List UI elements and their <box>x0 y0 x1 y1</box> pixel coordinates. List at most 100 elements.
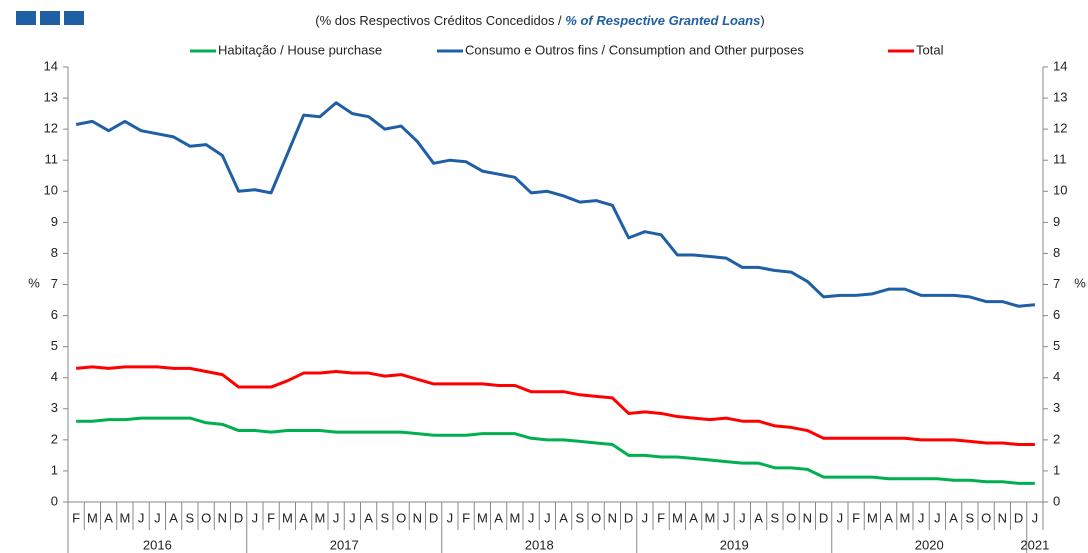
x-tick-label: M <box>314 510 325 525</box>
x-tick-label: A <box>949 510 958 525</box>
y2-tick-label: 8 <box>1053 245 1060 260</box>
x-tick-label: J <box>138 510 145 525</box>
x-tick-label: O <box>981 510 991 525</box>
y-tick-label: 2 <box>51 431 58 446</box>
x-tick-label: N <box>998 510 1007 525</box>
y-tick-label: 14 <box>44 58 58 73</box>
x-tick-label: A <box>104 510 113 525</box>
chart-subtitle: (% dos Respectivos Créditos Concedidos /… <box>315 13 764 28</box>
x-tick-label: M <box>672 510 683 525</box>
x-tick-label: M <box>282 510 293 525</box>
x-group-label: 2016 <box>143 537 172 552</box>
legend-label: Total <box>916 42 944 57</box>
y-tick-label: 9 <box>51 214 58 229</box>
y2-tick-label: 10 <box>1053 183 1067 198</box>
x-tick-label: A <box>884 510 893 525</box>
x-tick-label: O <box>201 510 211 525</box>
x-tick-label: O <box>786 510 796 525</box>
x-tick-label: J <box>918 510 925 525</box>
x-tick-label: A <box>754 510 763 525</box>
x-tick-label: M <box>867 510 878 525</box>
y2-tick-label: 1 <box>1053 462 1060 477</box>
x-tick-label: S <box>186 510 195 525</box>
x-tick-label: J <box>723 510 730 525</box>
x-tick-label: S <box>966 510 975 525</box>
x-tick-label: S <box>771 510 780 525</box>
y-tick-label: 13 <box>44 90 58 105</box>
x-tick-label: J <box>934 510 941 525</box>
y-tick-label: 3 <box>51 400 58 415</box>
y2-axis-label: % <box>1074 275 1086 290</box>
legend-label: Consumo e Outros fins / Consumption and … <box>465 42 804 57</box>
y2-tick-label: 14 <box>1053 58 1067 73</box>
x-tick-label: A <box>494 510 503 525</box>
x-tick-label: N <box>413 510 422 525</box>
x-group-label: 2018 <box>525 537 554 552</box>
x-tick-label: A <box>364 510 373 525</box>
y2-tick-label: 5 <box>1053 338 1060 353</box>
x-tick-label: M <box>119 510 130 525</box>
x-tick-label: D <box>1014 510 1023 525</box>
y2-tick-label: 7 <box>1053 276 1060 291</box>
x-tick-label: A <box>169 510 178 525</box>
x-tick-label: J <box>333 510 340 525</box>
legend-label: Habitação / House purchase <box>218 42 382 57</box>
y-axis-label: % <box>28 275 40 290</box>
series-line <box>75 365 1035 447</box>
x-tick-label: A <box>559 510 568 525</box>
subtitle-end: ) <box>760 13 764 28</box>
series-line <box>75 101 1036 308</box>
y-tick-label: 8 <box>51 245 58 260</box>
logo <box>16 11 84 25</box>
y-tick-label: 10 <box>44 183 58 198</box>
x-tick-label: N <box>803 510 812 525</box>
x-tick-label: O <box>591 510 601 525</box>
x-tick-label: D <box>234 510 243 525</box>
y2-tick-label: 11 <box>1053 152 1067 167</box>
x-tick-label: J <box>349 510 356 525</box>
x-tick-label: J <box>642 510 649 525</box>
y2-tick-label: 4 <box>1053 369 1060 384</box>
x-tick-label: J <box>154 510 161 525</box>
x-tick-label: A <box>299 510 308 525</box>
y2-tick-label: 0 <box>1053 493 1060 508</box>
x-tick-label: J <box>528 510 535 525</box>
subtitle-en: % of Respective Granted Loans <box>565 13 760 28</box>
x-tick-label: D <box>429 510 438 525</box>
y-tick-label: 0 <box>51 493 58 508</box>
x-tick-label: M <box>87 510 98 525</box>
x-tick-label: F <box>462 510 470 525</box>
x-tick-label: F <box>267 510 275 525</box>
x-tick-label: J <box>739 510 746 525</box>
y2-tick-label: 6 <box>1053 307 1060 322</box>
x-tick-label: D <box>819 510 828 525</box>
x-tick-label: J <box>544 510 551 525</box>
x-group-label: 2020 <box>915 537 944 552</box>
y2-tick-label: 9 <box>1053 214 1060 229</box>
x-tick-label: F <box>657 510 665 525</box>
x-tick-label: F <box>852 510 860 525</box>
y-tick-label: 1 <box>51 462 58 477</box>
x-group-label: 2021 <box>1020 537 1049 552</box>
x-tick-label: J <box>447 510 454 525</box>
x-tick-label: J <box>1032 510 1039 525</box>
y-tick-label: 11 <box>45 152 59 167</box>
y-tick-label: 5 <box>51 338 58 353</box>
y-tick-label: 6 <box>51 307 58 322</box>
x-tick-label: O <box>396 510 406 525</box>
x-tick-label: S <box>381 510 390 525</box>
x-tick-label: A <box>689 510 698 525</box>
y-tick-label: 12 <box>44 121 58 136</box>
x-tick-label: M <box>704 510 715 525</box>
x-tick-label: D <box>624 510 633 525</box>
x-tick-label: N <box>218 510 227 525</box>
x-tick-label: M <box>509 510 520 525</box>
x-tick-label: M <box>477 510 488 525</box>
x-tick-label: J <box>252 510 259 525</box>
x-tick-label: S <box>576 510 585 525</box>
x-tick-label: M <box>899 510 910 525</box>
y-tick-label: 4 <box>51 369 58 384</box>
subtitle-pt: (% dos Respectivos Créditos Concedidos / <box>315 13 565 28</box>
x-group-label: 2017 <box>330 537 359 552</box>
